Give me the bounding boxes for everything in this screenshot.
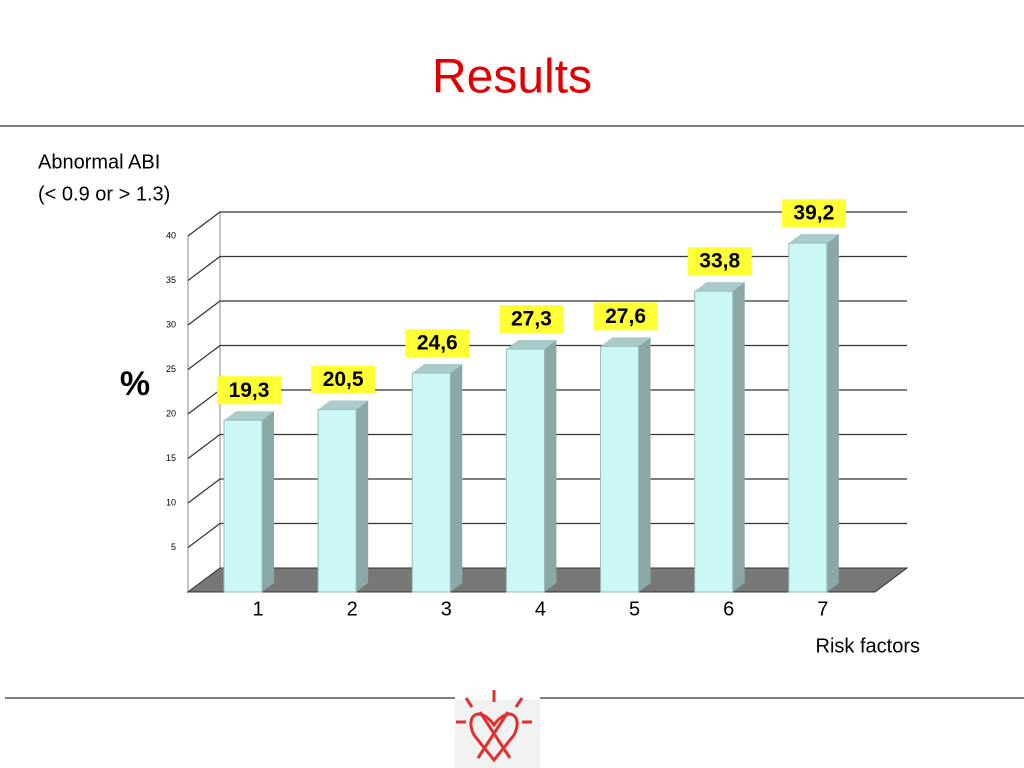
bar-side <box>262 411 274 592</box>
slide-title: Results <box>432 51 592 104</box>
x-tick-label: 3 <box>441 598 452 620</box>
y-tick-label: 20 <box>166 408 176 418</box>
value-label: 27,6 <box>605 305 646 328</box>
bar-top <box>694 282 745 292</box>
x-tick-label: 2 <box>347 598 358 620</box>
y-tick-label: 10 <box>166 497 176 507</box>
value-label: 20,5 <box>323 368 364 391</box>
bar-side <box>826 234 839 592</box>
x-tick-label: 5 <box>629 598 640 620</box>
value-label: 33,8 <box>699 250 740 273</box>
grid-line <box>187 211 907 237</box>
value-label: 27,3 <box>511 308 552 331</box>
bar-side <box>638 337 651 592</box>
y-axis-label: % <box>120 365 150 403</box>
grid-line <box>187 522 907 548</box>
bar-top <box>412 364 463 374</box>
plot: 5 10 15 20 25 30 35 40 19,3 1 20,5 2 24,6 3 27,3 4 27,6 5… <box>166 199 909 620</box>
annotation: (< 0.9 or > 1.3) <box>38 183 170 205</box>
value-label-box <box>311 365 376 394</box>
bar <box>600 345 640 593</box>
bar-top <box>600 337 651 347</box>
value-label: 24,6 <box>417 332 458 355</box>
bar-side <box>544 340 557 592</box>
grid-line <box>187 255 907 281</box>
value-label: 39,2 <box>793 202 834 225</box>
bar-top <box>224 411 274 421</box>
grid-line <box>187 300 907 326</box>
value-label-box <box>499 305 564 334</box>
value-label: 19,3 <box>229 379 270 402</box>
logo <box>455 690 540 768</box>
y-tick-label: 40 <box>166 230 176 240</box>
grid-line <box>187 344 907 370</box>
x-tick-label: 4 <box>535 598 546 620</box>
y-tick-label: 30 <box>166 319 176 329</box>
value-label-box <box>593 302 658 331</box>
x-axis-label: Risk factors <box>816 635 920 657</box>
value-label-box <box>781 199 846 228</box>
value-label-box <box>405 329 470 358</box>
y-tick-label: 5 <box>171 542 176 552</box>
bar <box>694 290 734 593</box>
grid-line <box>187 433 907 459</box>
x-tick-label: 6 <box>723 598 734 620</box>
annotation: Abnormal ABI <box>38 151 160 173</box>
bar <box>788 242 828 593</box>
value-label-box <box>217 376 281 405</box>
bar <box>411 372 451 593</box>
x-tick-label: 1 <box>252 598 263 620</box>
bar <box>317 409 357 593</box>
bar <box>223 419 263 593</box>
bar-top <box>506 340 557 350</box>
bar-side <box>450 364 463 592</box>
grid-line <box>187 478 907 504</box>
bar-top <box>318 400 369 410</box>
value-label-box <box>687 247 752 276</box>
x-tick-label: 7 <box>817 598 828 620</box>
bar <box>505 348 545 593</box>
bar-side <box>356 400 369 592</box>
y-tick-label: 35 <box>166 275 176 285</box>
bar-top <box>788 234 839 244</box>
bar-side <box>732 282 745 592</box>
y-tick-label: 25 <box>166 364 176 374</box>
y-tick-label: 15 <box>166 453 176 463</box>
